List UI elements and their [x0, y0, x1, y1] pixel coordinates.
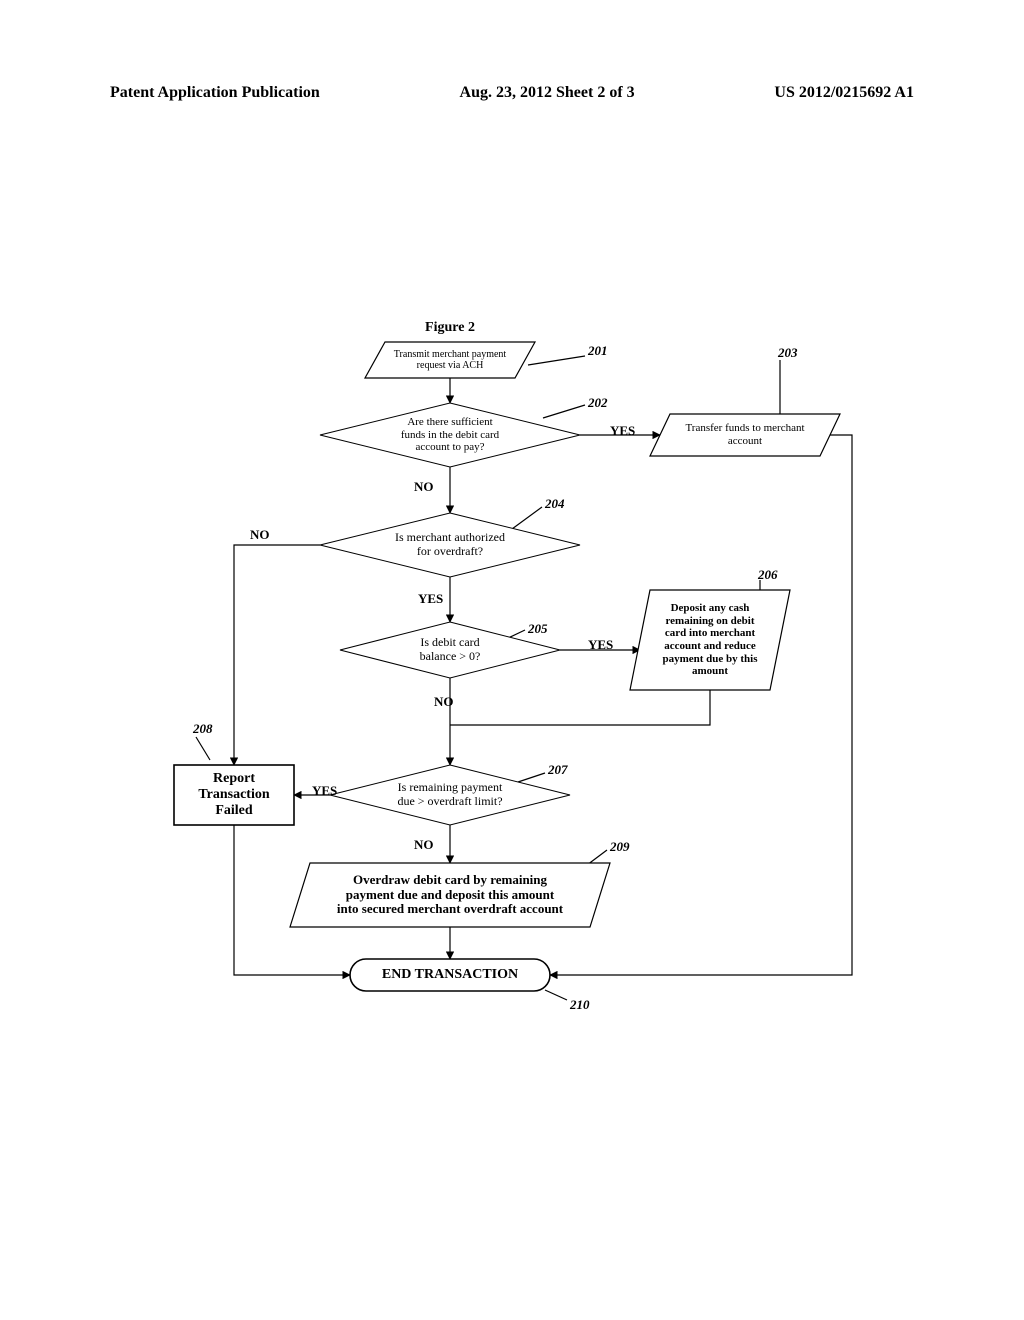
- node-label-n202: Are there sufficient funds in the debit …: [326, 416, 574, 454]
- node-label-n208: Report Transaction Failed: [180, 771, 288, 819]
- refnum-207: 207: [548, 763, 568, 778]
- refnum-201: 201: [588, 344, 608, 359]
- refnum-204: 204: [545, 497, 565, 512]
- refnum-205: 205: [528, 622, 548, 637]
- edge-label-no205: NO: [434, 695, 454, 710]
- edge-label-yes202: YES: [610, 424, 635, 439]
- edge-label-yes205: YES: [588, 638, 613, 653]
- refnum-209: 209: [610, 840, 630, 855]
- refnum-210: 210: [570, 998, 590, 1013]
- node-label-n210: END TRANSACTION: [356, 967, 544, 983]
- refnum-202: 202: [588, 396, 608, 411]
- node-label-n209: Overdraw debit card by remaining payment…: [306, 873, 594, 918]
- edge: [512, 507, 542, 529]
- node-label-n203: Transfer funds to merchant account: [666, 422, 824, 447]
- node-label-n207: Is remaining payment due > overdraft lim…: [336, 781, 564, 809]
- refnum-203: 203: [778, 346, 798, 361]
- edge: [545, 990, 567, 1000]
- edge: [450, 690, 710, 725]
- edge-label-yes207: YES: [312, 784, 337, 799]
- edge-label-no202: NO: [414, 480, 434, 495]
- node-label-n201: Transmit merchant payment request via AC…: [381, 349, 519, 372]
- node-label-n206: Deposit any cash remaining on debit card…: [646, 602, 774, 678]
- node-label-n205: Is debit card balance > 0?: [346, 636, 554, 664]
- edge-label-yes204: YES: [418, 592, 443, 607]
- figure-title: Figure 2: [420, 320, 480, 336]
- edge: [196, 737, 210, 760]
- edge: [528, 356, 585, 365]
- refnum-206: 206: [758, 568, 778, 583]
- node-label-n204: Is merchant authorized for overdraft?: [326, 531, 574, 559]
- refnum-208: 208: [193, 722, 213, 737]
- edge-label-no204: NO: [250, 528, 270, 543]
- edge: [234, 545, 320, 765]
- edge-label-no207: NO: [414, 838, 434, 853]
